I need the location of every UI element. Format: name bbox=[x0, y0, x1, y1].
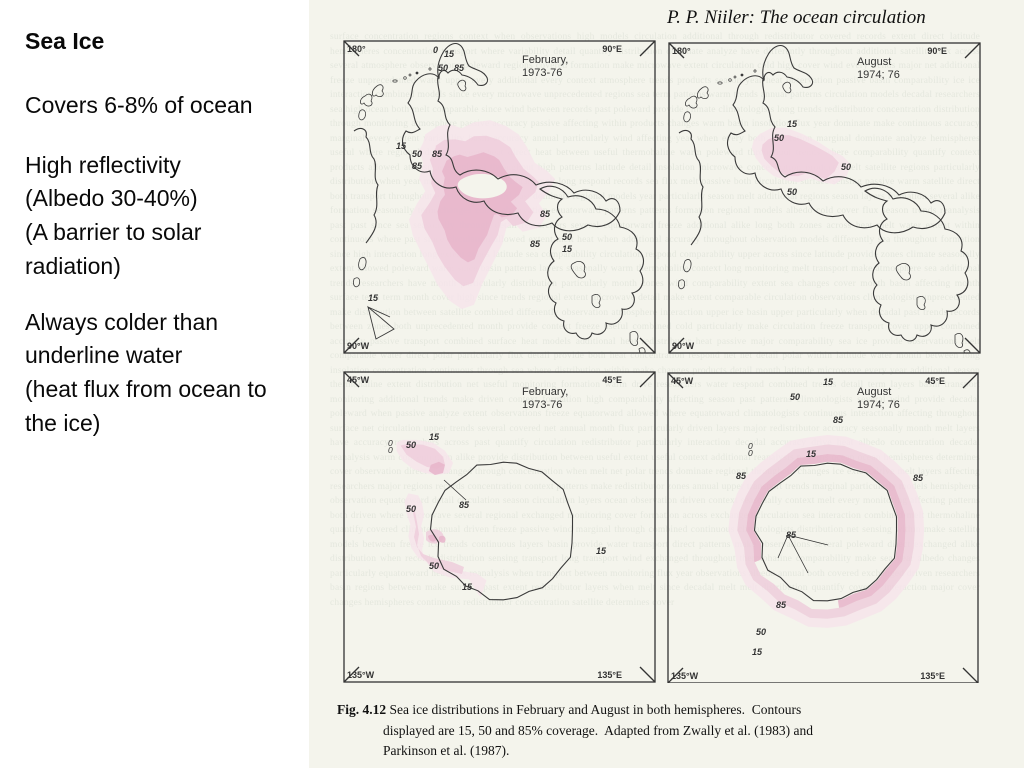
svg-text:135°E: 135°E bbox=[920, 671, 945, 681]
svg-text:15: 15 bbox=[562, 244, 573, 254]
svg-text:15: 15 bbox=[396, 141, 407, 151]
svg-text:August: August bbox=[857, 386, 891, 398]
svg-text:50: 50 bbox=[412, 149, 422, 159]
svg-text:135°W: 135°W bbox=[347, 670, 375, 680]
svg-text:50: 50 bbox=[787, 187, 797, 197]
svg-text:0: 0 bbox=[748, 448, 753, 458]
svg-text:90°E: 90°E bbox=[927, 46, 947, 56]
svg-text:1973-76: 1973-76 bbox=[522, 399, 562, 411]
svg-text:45°E: 45°E bbox=[602, 375, 622, 385]
svg-text:85: 85 bbox=[412, 161, 423, 171]
svg-text:1974; 76: 1974; 76 bbox=[857, 399, 900, 411]
svg-text:85: 85 bbox=[736, 471, 747, 481]
svg-text:180°: 180° bbox=[347, 44, 366, 54]
svg-text:50: 50 bbox=[841, 162, 851, 172]
svg-text:15: 15 bbox=[429, 432, 440, 442]
svg-text:15: 15 bbox=[806, 449, 817, 459]
svg-text:85: 85 bbox=[459, 500, 470, 510]
svg-text:0: 0 bbox=[433, 45, 438, 55]
svg-text:15: 15 bbox=[823, 377, 834, 387]
svg-text:50: 50 bbox=[756, 627, 766, 637]
svg-text:1973-76: 1973-76 bbox=[522, 67, 562, 79]
svg-text:85: 85 bbox=[833, 415, 844, 425]
svg-text:85: 85 bbox=[454, 63, 465, 73]
svg-text:50: 50 bbox=[406, 504, 416, 514]
svg-text:45°E: 45°E bbox=[925, 376, 945, 386]
svg-text:50: 50 bbox=[562, 232, 572, 242]
svg-text:85: 85 bbox=[540, 209, 551, 219]
svg-text:85: 85 bbox=[432, 149, 443, 159]
svg-text:180°: 180° bbox=[672, 46, 691, 56]
svg-text:0: 0 bbox=[388, 445, 393, 455]
svg-text:50: 50 bbox=[774, 133, 784, 143]
svg-text:February,: February, bbox=[522, 54, 568, 66]
svg-text:1974; 76: 1974; 76 bbox=[857, 69, 900, 81]
svg-text:135°W: 135°W bbox=[671, 671, 699, 681]
svg-text:90°E: 90°E bbox=[602, 44, 622, 54]
svg-text:15: 15 bbox=[752, 647, 763, 657]
svg-text:15: 15 bbox=[444, 49, 455, 59]
svg-text:15: 15 bbox=[368, 293, 379, 303]
svg-text:135°E: 135°E bbox=[597, 670, 622, 680]
svg-text:15: 15 bbox=[596, 546, 607, 556]
svg-text:February,: February, bbox=[522, 386, 568, 398]
svg-text:90°W: 90°W bbox=[347, 341, 370, 351]
svg-text:90°W: 90°W bbox=[672, 341, 695, 351]
svg-text:85: 85 bbox=[530, 239, 541, 249]
svg-text:15: 15 bbox=[462, 582, 473, 592]
svg-text:45°W: 45°W bbox=[671, 376, 694, 386]
svg-text:50: 50 bbox=[438, 63, 448, 73]
svg-text:15: 15 bbox=[787, 119, 798, 129]
svg-text:50: 50 bbox=[406, 440, 416, 450]
svg-text:45°W: 45°W bbox=[347, 375, 370, 385]
svg-text:50: 50 bbox=[790, 392, 800, 402]
svg-text:50: 50 bbox=[429, 561, 439, 571]
svg-text:August: August bbox=[857, 56, 891, 68]
svg-text:85: 85 bbox=[913, 473, 924, 483]
svg-text:85: 85 bbox=[776, 600, 787, 610]
